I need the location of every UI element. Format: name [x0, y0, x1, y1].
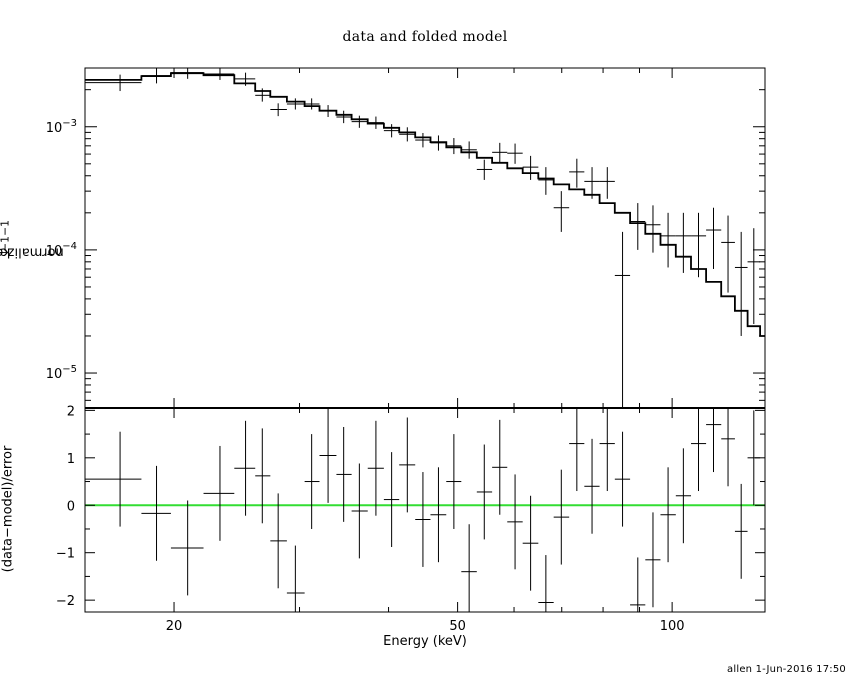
- data-point: [706, 207, 722, 269]
- residual-point: [492, 419, 508, 515]
- data-point: [630, 203, 646, 250]
- data-point: [367, 116, 384, 129]
- residual-y-tick-label: −1: [56, 547, 75, 562]
- residual-point: [476, 444, 493, 540]
- residual-point: [630, 557, 646, 612]
- residual-point: [553, 469, 570, 565]
- data-point: [507, 143, 523, 164]
- residual-point: [415, 472, 431, 567]
- data-point: [399, 127, 416, 142]
- residual-y-tick-label: 0: [67, 499, 75, 514]
- residual-point: [507, 474, 523, 570]
- residual-point: [255, 428, 271, 524]
- residual-point: [170, 500, 204, 596]
- x-tick-label: 100: [660, 619, 685, 634]
- residual-y-tick-label: −2: [56, 594, 75, 609]
- residual-y-tick-label: 2: [67, 404, 75, 419]
- residual-point: [522, 495, 539, 591]
- data-point: [415, 132, 431, 148]
- data-point: [599, 167, 615, 199]
- data-point: [461, 141, 477, 159]
- data-point: [170, 68, 204, 79]
- folded-model-line: [85, 72, 765, 337]
- chart-title: data and folded model: [342, 29, 508, 45]
- residual-point: [675, 448, 692, 544]
- x-tick-label: 20: [166, 619, 183, 634]
- data-point: [286, 98, 305, 110]
- x-tick-label: 50: [449, 619, 466, 634]
- data-point: [319, 105, 337, 118]
- data-point: [675, 212, 692, 273]
- data-point: [734, 231, 748, 336]
- residual-point: [351, 463, 368, 559]
- residual-point: [645, 512, 661, 608]
- x-axis-label: Energy (keV): [383, 634, 467, 649]
- residual-point: [691, 408, 707, 492]
- data-point: [584, 167, 600, 199]
- data-point: [141, 68, 171, 84]
- data-point: [430, 135, 447, 151]
- residual-point: [734, 483, 748, 579]
- data-point: [614, 231, 631, 408]
- residual-point: [599, 408, 615, 492]
- residual-point: [446, 434, 462, 529]
- residual-point: [461, 524, 477, 612]
- data-point: [85, 74, 142, 92]
- residual-frame: [84, 407, 766, 613]
- residual-point: [270, 493, 287, 589]
- residual-point: [203, 445, 235, 541]
- spectrum-frame: [84, 67, 766, 409]
- residual-y-label: (data−model)/error: [0, 445, 16, 573]
- residual-point: [430, 467, 447, 563]
- residual-point: [569, 408, 585, 492]
- footer-stamp: allen 1-Jun-2016 17:50: [727, 664, 846, 675]
- data-point: [538, 167, 554, 195]
- residual-point: [319, 408, 337, 503]
- residual-point: [660, 467, 676, 563]
- data-point: [691, 212, 707, 278]
- data-point: [270, 103, 287, 117]
- data-point: [255, 88, 271, 102]
- data-point: [645, 205, 661, 253]
- residual-point: [614, 431, 631, 527]
- y-tick-label: 10−3: [46, 118, 77, 136]
- data-point: [721, 215, 735, 293]
- residual-point: [367, 420, 384, 516]
- data-point: [553, 191, 570, 232]
- data-point: [383, 124, 400, 138]
- residual-point: [304, 434, 320, 529]
- residual-point: [286, 545, 305, 612]
- residual-point: [234, 420, 256, 516]
- data-point: [336, 110, 352, 124]
- residual-point: [336, 426, 352, 522]
- residual-point: [141, 465, 171, 561]
- y-label-exp2: −1: [0, 220, 12, 236]
- data-point: [234, 72, 256, 86]
- y-label-mid: keV: [0, 244, 11, 260]
- residual-point: [584, 438, 600, 534]
- y-tick-label: 10−4: [46, 241, 77, 259]
- data-point: [522, 155, 539, 180]
- residual-point: [721, 408, 735, 487]
- data-point: [203, 68, 235, 80]
- data-point: [351, 115, 368, 128]
- data-point: [569, 158, 585, 188]
- y-tick-label: 10−5: [46, 364, 77, 382]
- residual-point: [538, 555, 554, 612]
- residual-point: [399, 417, 416, 513]
- residual-point: [85, 431, 142, 527]
- residual-point: [706, 408, 722, 473]
- data-point: [747, 228, 761, 325]
- data-point: [304, 98, 320, 110]
- data-point: [476, 159, 493, 180]
- data-point: [660, 212, 676, 268]
- data-point: [446, 138, 462, 155]
- residual-y-tick-label: 1: [67, 452, 75, 467]
- residual-point: [383, 452, 400, 548]
- data-point: [492, 142, 508, 163]
